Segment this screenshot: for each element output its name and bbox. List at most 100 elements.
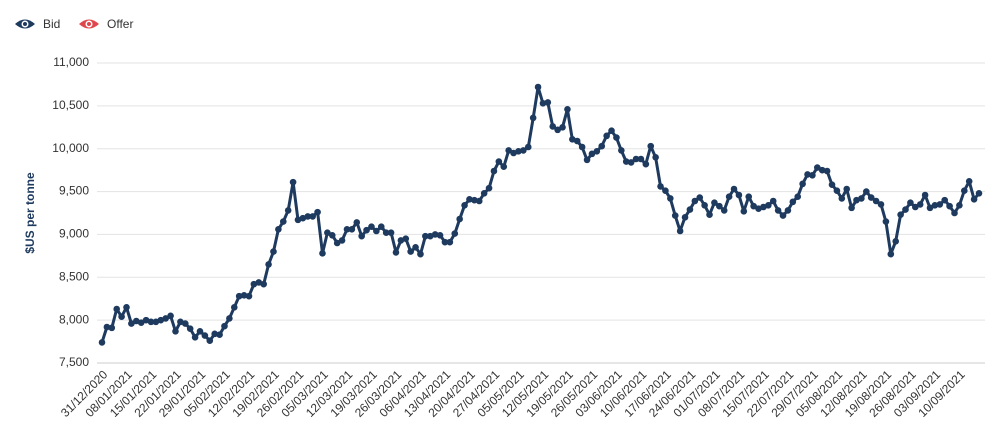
point: [975, 189, 983, 197]
point: [524, 143, 532, 151]
point: [392, 249, 400, 256]
point: [931, 201, 939, 209]
y-axis-label: $US per tonne: [23, 172, 37, 254]
y-tick-label: 11,000: [53, 55, 89, 69]
point: [956, 201, 963, 209]
point: [270, 248, 277, 255]
point: [627, 159, 635, 166]
point: [882, 218, 890, 225]
point: [515, 147, 522, 155]
point: [289, 178, 297, 186]
point: [549, 123, 557, 130]
point: [211, 330, 218, 338]
point: [466, 195, 473, 203]
point: [671, 212, 679, 219]
point: [265, 261, 272, 268]
point: [662, 187, 669, 195]
point: [147, 318, 155, 326]
point: [186, 325, 194, 333]
y-tick-label: 9,500: [59, 184, 89, 198]
point: [667, 195, 674, 202]
point: [583, 156, 591, 164]
legend-label[interactable]: Offer: [107, 17, 133, 31]
point: [446, 238, 454, 246]
point: [304, 213, 312, 220]
point: [887, 250, 895, 258]
point: [799, 180, 806, 188]
point: [598, 142, 606, 150]
point: [632, 155, 640, 163]
point: [921, 191, 929, 199]
point: [892, 237, 900, 245]
point: [804, 171, 811, 178]
point: [279, 218, 287, 225]
point: [818, 166, 826, 174]
point: [652, 153, 659, 161]
point: [828, 181, 836, 189]
point: [343, 225, 351, 233]
point: [485, 184, 493, 192]
point: [961, 187, 968, 195]
point: [613, 134, 620, 141]
point: [407, 248, 414, 255]
point: [848, 204, 855, 212]
point: [162, 315, 169, 322]
legend-icon[interactable]: [79, 19, 99, 29]
point: [373, 227, 380, 235]
point: [965, 177, 973, 185]
point: [858, 195, 865, 202]
point: [863, 188, 870, 195]
point: [216, 331, 223, 339]
point: [843, 185, 851, 193]
point: [657, 183, 664, 190]
point: [593, 147, 601, 155]
point: [520, 147, 527, 154]
y-tick-label: 9,000: [59, 227, 89, 241]
point: [490, 167, 498, 175]
point: [500, 163, 508, 171]
point: [622, 158, 630, 165]
point: [123, 303, 130, 311]
point: [412, 243, 419, 251]
point: [319, 249, 326, 257]
point: [309, 213, 316, 220]
point: [191, 333, 199, 341]
point: [559, 123, 566, 131]
point: [240, 291, 248, 299]
point: [226, 315, 233, 322]
point: [534, 83, 542, 91]
y-tick-label: 10,000: [52, 141, 89, 155]
point: [137, 319, 145, 327]
point: [113, 305, 120, 313]
point: [902, 206, 909, 213]
point: [814, 164, 821, 171]
point: [456, 215, 463, 223]
point: [275, 225, 282, 233]
y-tick-label: 8,500: [59, 269, 89, 283]
point: [774, 207, 782, 214]
point: [833, 187, 841, 195]
point: [573, 137, 581, 145]
point: [907, 199, 914, 207]
point: [201, 332, 209, 339]
point: [578, 143, 586, 151]
legend-icon[interactable]: [15, 19, 35, 29]
point: [436, 231, 444, 239]
point: [353, 219, 361, 226]
point: [823, 167, 831, 175]
point: [789, 198, 797, 206]
point: [941, 196, 949, 204]
legend-label[interactable]: Bid: [43, 17, 60, 31]
point: [809, 171, 816, 179]
point: [926, 204, 934, 212]
point: [422, 232, 429, 240]
point: [676, 227, 684, 235]
point: [181, 320, 189, 327]
point: [897, 211, 904, 219]
point: [480, 189, 488, 197]
point: [872, 197, 880, 205]
point: [167, 312, 174, 320]
point: [461, 201, 468, 209]
point: [333, 239, 341, 247]
point: [431, 231, 439, 238]
